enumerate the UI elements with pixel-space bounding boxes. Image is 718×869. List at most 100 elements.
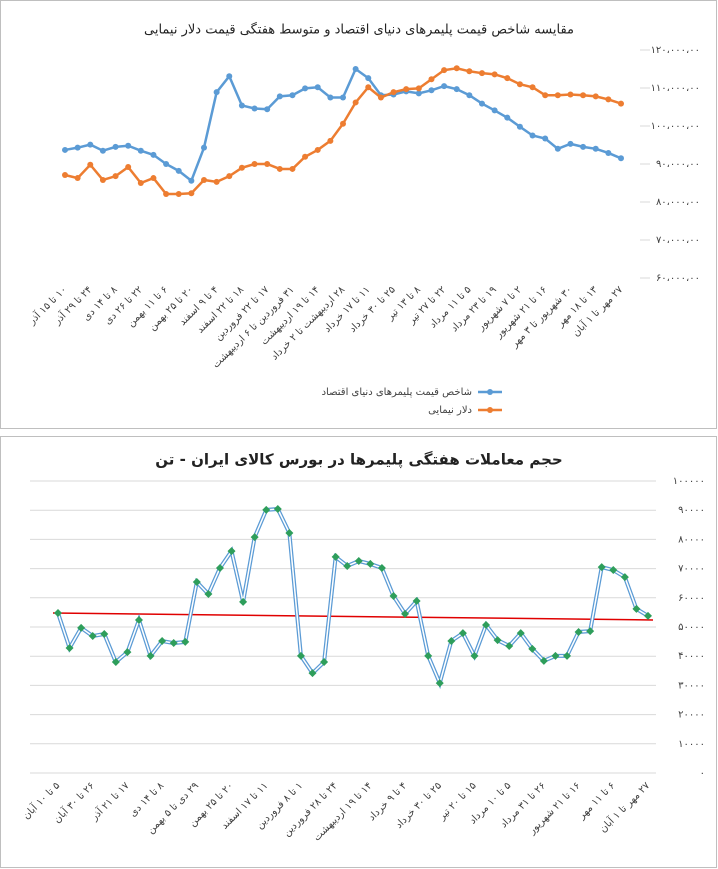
marker: [188, 177, 195, 184]
marker: [273, 505, 282, 514]
marker: [563, 651, 572, 660]
marker: [123, 648, 132, 657]
marker: [251, 161, 258, 167]
marker: [340, 94, 346, 101]
marker: [620, 573, 629, 582]
marker: [226, 73, 233, 80]
marker: [377, 94, 384, 101]
legend-marker: [487, 407, 493, 413]
marker: [99, 176, 106, 183]
marker: [470, 651, 479, 660]
y-tick-label: ۱۰۰،۰۰۰،۰۰: [651, 121, 700, 132]
marker: [441, 83, 448, 90]
marker: [77, 623, 86, 632]
marker: [528, 644, 537, 653]
marker: [289, 165, 296, 172]
marker: [331, 552, 340, 561]
marker: [586, 627, 595, 636]
marker: [516, 123, 523, 130]
marker: [65, 644, 74, 653]
marker: [365, 84, 372, 91]
y-tick-label: ۷۰،۰۰۰،۰۰: [656, 235, 700, 246]
marker: [112, 143, 119, 150]
marker: [175, 167, 182, 174]
marker: [493, 636, 502, 645]
marker: [137, 147, 144, 154]
marker: [87, 161, 94, 168]
marker: [302, 153, 309, 160]
marker: [201, 144, 207, 151]
marker: [441, 67, 448, 74]
y-tick-label: ۸۰،۰۰۰،۰۰: [656, 197, 700, 208]
marker: [453, 86, 460, 93]
marker: [62, 172, 68, 179]
marker: [100, 630, 109, 639]
marker: [365, 75, 372, 82]
marker: [213, 89, 220, 96]
marker: [605, 96, 612, 103]
marker: [466, 92, 473, 99]
marker: [150, 151, 157, 158]
marker: [239, 597, 248, 606]
marker: [428, 87, 435, 94]
marker: [424, 651, 433, 660]
marker: [458, 629, 467, 638]
legend-label: دلار نیمایی: [428, 405, 472, 416]
y-tick-label: ۷۰۰۰۰: [678, 564, 705, 575]
marker: [597, 563, 606, 572]
marker: [352, 66, 359, 72]
marker: [62, 146, 68, 153]
y-tick-label: ۶۰۰۰۰: [678, 593, 705, 604]
marker: [264, 161, 271, 167]
y-tick-label: ۱۰۰۰۰۰: [673, 476, 705, 487]
marker: [175, 191, 182, 198]
marker: [542, 92, 549, 99]
marker: [415, 90, 422, 97]
marker: [112, 173, 119, 180]
marker: [644, 611, 652, 620]
marker: [262, 505, 271, 514]
marker: [314, 84, 321, 91]
panel: [0, 436, 717, 868]
marker: [88, 632, 97, 641]
marker: [428, 76, 435, 83]
marker: [320, 658, 329, 667]
marker: [605, 149, 612, 156]
marker: [250, 533, 259, 542]
marker: [435, 679, 444, 688]
marker: [74, 144, 81, 151]
marker: [285, 528, 294, 537]
marker: [401, 609, 410, 618]
marker: [213, 178, 220, 185]
marker: [632, 604, 641, 613]
marker: [302, 85, 309, 92]
y-tick-label: ۲۰۰۰۰: [678, 710, 705, 721]
marker: [352, 99, 359, 106]
marker: [554, 92, 561, 99]
marker: [574, 627, 583, 636]
marker: [366, 559, 375, 568]
marker: [251, 105, 258, 112]
marker: [529, 132, 536, 139]
panel: [0, 0, 717, 429]
marker: [592, 93, 599, 100]
marker: [592, 145, 599, 152]
marker: [504, 75, 511, 82]
marker: [169, 639, 178, 648]
marker: [87, 141, 94, 148]
marker: [529, 84, 536, 91]
marker: [204, 590, 213, 599]
y-tick-label: ۴۰۰۰۰: [678, 651, 705, 662]
series-line: [57, 508, 649, 686]
marker: [491, 107, 498, 114]
marker: [188, 190, 195, 197]
marker: [412, 597, 421, 606]
y-tick-label: ۱۰۰۰۰: [678, 739, 705, 750]
y-tick-label: ۸۰۰۰۰: [678, 534, 705, 545]
marker: [340, 120, 346, 127]
marker: [137, 180, 144, 186]
marker: [505, 641, 514, 650]
marker: [276, 93, 283, 100]
chart-title: حجم معاملات هفتگی پلیمرها در بورس کالای …: [155, 451, 562, 470]
marker: [314, 146, 321, 153]
